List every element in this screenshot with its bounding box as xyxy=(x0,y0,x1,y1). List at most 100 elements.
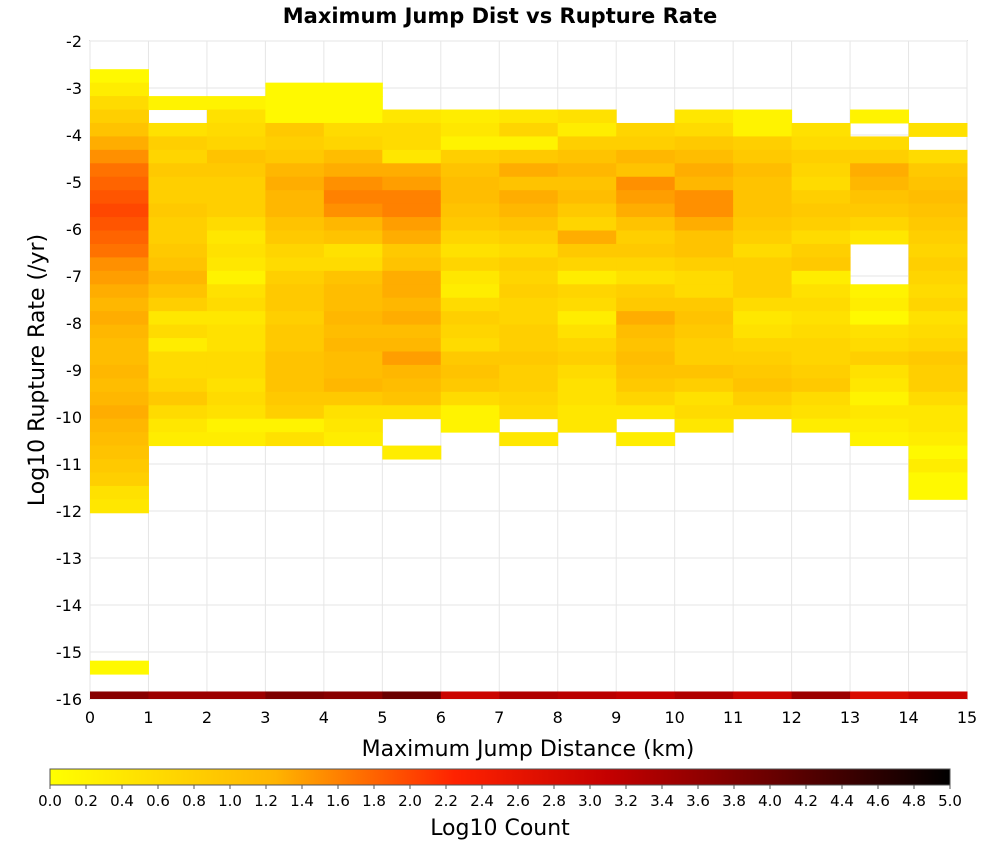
heatmap-cell xyxy=(733,691,793,699)
heatmap-cell xyxy=(850,432,910,447)
heatmap-cell xyxy=(382,378,442,393)
heatmap-cell xyxy=(791,405,851,420)
heatmap-cell xyxy=(148,190,208,205)
colorbar-tick-label: 3.2 xyxy=(614,792,638,810)
heatmap-cell xyxy=(440,364,500,379)
heatmap-cell xyxy=(557,122,617,137)
heatmap-cell xyxy=(674,136,734,151)
heatmap-cell xyxy=(557,364,617,379)
heatmap-cell xyxy=(265,691,325,699)
heatmap-cell xyxy=(791,270,851,285)
heatmap-cell xyxy=(265,324,325,339)
y-tick-label: -14 xyxy=(56,596,82,615)
heatmap-cell xyxy=(850,364,910,379)
heatmap-cell xyxy=(791,284,851,299)
heatmap-cell xyxy=(791,136,851,151)
heatmap-cell xyxy=(850,378,910,393)
heatmap-cell xyxy=(206,270,266,285)
heatmap-cell xyxy=(557,243,617,258)
x-tick-label: 4 xyxy=(319,708,329,727)
colorbar-tick-label: 0.4 xyxy=(110,792,134,810)
heatmap-cell xyxy=(733,297,793,312)
heatmap-cell xyxy=(499,691,559,699)
heatmap-cell xyxy=(908,203,968,218)
heatmap-cell xyxy=(440,230,500,245)
heatmap-cell xyxy=(148,418,208,433)
heatmap-cell xyxy=(206,190,266,205)
x-tick-label: 11 xyxy=(723,708,743,727)
heatmap-cell xyxy=(850,136,910,151)
heatmap-cell xyxy=(791,217,851,232)
heatmap-cell xyxy=(616,230,676,245)
heatmap-cell xyxy=(90,324,149,339)
heatmap-cell xyxy=(791,364,851,379)
heatmap-cell xyxy=(265,432,325,447)
y-tick-label: -15 xyxy=(56,643,82,662)
heatmap-cell xyxy=(265,311,325,326)
heatmap-cell xyxy=(90,391,149,406)
heatmap-cell xyxy=(90,82,149,97)
heatmap-cell xyxy=(90,163,149,178)
heatmap-cell xyxy=(323,136,383,151)
y-tick-label: -7 xyxy=(66,267,82,286)
heatmap-cell xyxy=(908,270,968,285)
heatmap-cell xyxy=(382,136,442,151)
heatmap-cell xyxy=(90,203,149,218)
heatmap-cell xyxy=(382,257,442,272)
heatmap-cell xyxy=(616,378,676,393)
heatmap-cell xyxy=(206,391,266,406)
heatmap-cell xyxy=(265,190,325,205)
heatmap-cell xyxy=(850,391,910,406)
heatmap-cell xyxy=(733,230,793,245)
heatmap-cell xyxy=(791,243,851,258)
heatmap-cell xyxy=(148,432,208,447)
heatmap-cell xyxy=(265,418,325,433)
heatmap-cell xyxy=(265,96,325,111)
heatmap-cell xyxy=(90,485,149,500)
colorbar-tick-label: 1.2 xyxy=(254,792,278,810)
heatmap-cell xyxy=(908,284,968,299)
colorbar-tick-label: 1.0 xyxy=(218,792,242,810)
heatmap-cell xyxy=(791,418,851,433)
heatmap-cell xyxy=(382,243,442,258)
x-tick-label: 7 xyxy=(494,708,504,727)
y-tick-label: -9 xyxy=(66,361,82,380)
y-tick-label: -12 xyxy=(56,502,82,521)
heatmap-cell xyxy=(148,149,208,164)
heatmap-cell xyxy=(616,190,676,205)
y-tick-label: -10 xyxy=(56,408,82,427)
heatmap-cell xyxy=(90,69,149,84)
heatmap-cell xyxy=(850,284,910,299)
heatmap-cell xyxy=(323,190,383,205)
heatmap-cell xyxy=(908,691,968,699)
heatmap-cell xyxy=(733,364,793,379)
heatmap-cell xyxy=(440,190,500,205)
colorbar-tick-label: 2.8 xyxy=(542,792,566,810)
heatmap-cell xyxy=(791,351,851,366)
heatmap-cell xyxy=(148,230,208,245)
heatmap-cell xyxy=(499,190,559,205)
heatmap-cell xyxy=(733,311,793,326)
heatmap-cell xyxy=(557,190,617,205)
heatmap-cell xyxy=(206,230,266,245)
x-tick-label: 6 xyxy=(436,708,446,727)
heatmap-cell xyxy=(206,418,266,433)
heatmap-cell xyxy=(90,364,149,379)
heatmap-cell xyxy=(90,257,149,272)
heatmap-cell xyxy=(323,364,383,379)
heatmap-cell xyxy=(674,176,734,191)
heatmap-cell xyxy=(440,297,500,312)
heatmap-cell xyxy=(323,324,383,339)
heatmap-cell xyxy=(908,364,968,379)
heatmap-cell xyxy=(206,163,266,178)
colorbar-tick-label: 0.8 xyxy=(182,792,206,810)
colorbar-tick-label: 2.2 xyxy=(434,792,458,810)
heatmap-cell xyxy=(791,122,851,137)
colorbar-tick-label: 1.6 xyxy=(326,792,350,810)
heatmap-cell xyxy=(557,203,617,218)
heatmap-cell xyxy=(908,297,968,312)
heatmap-cell xyxy=(90,109,149,124)
heatmap-cell xyxy=(499,324,559,339)
heatmap-cell xyxy=(850,418,910,433)
heatmap-cell xyxy=(499,176,559,191)
